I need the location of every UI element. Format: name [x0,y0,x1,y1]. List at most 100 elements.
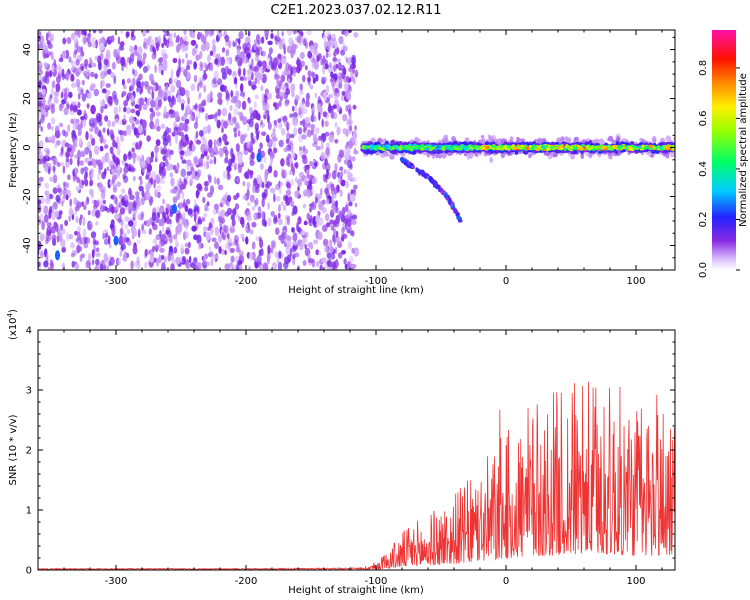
spectrogram-noise-mark [275,183,280,191]
spectrogram-noise-hotspot [113,235,119,246]
spectrogram-noise-mark [340,236,345,242]
spectrogram-noise-mark [95,247,100,253]
spectrogram-noise-mark [291,91,295,98]
spectrogram-noise-mark [167,164,172,169]
spectrogram-noise-mark [136,239,142,244]
spectrogram-noise-mark [254,56,260,62]
spectrogram-noise-mark [111,61,116,70]
spectrogram-noise-mark [253,39,258,45]
spectrogram-noise-mark [212,52,217,58]
spectrogram-noise-mark [214,112,218,118]
spectrogram-noise-mark [136,205,140,210]
spectrogram-noise-mark [54,210,60,219]
spectrogram-noise-mark [71,82,77,88]
spectrogram-noise-mark [295,161,299,169]
spectrogram-noise-mark [305,99,310,108]
spectrogram-noise-mark [193,61,198,70]
spectrogram-noise-mark [90,231,97,239]
spectrogram-noise-mark [203,180,209,187]
spectrogram-noise-mark [267,202,270,210]
spectrogram-noise-mark [260,36,265,44]
spectrogram-noise-mark [305,92,310,102]
spectrogram-noise-mark [212,38,216,46]
spectrogram-noise-mark [269,187,276,194]
spectrogram-echo-halo [564,136,569,142]
spectrogram-noise-mark [295,176,298,183]
spectrogram-noise-mark [99,147,104,152]
spectrogram-noise-mark [286,235,291,242]
spectrogram-noise-mark [124,216,130,222]
spectrogram-noise-mark [328,134,335,143]
spectrogram-noise-mark [244,46,249,55]
spectrogram-echo-halo [665,135,672,142]
spectrogram-noise-mark [237,57,243,67]
spectrogram-noise-mark [197,242,202,250]
spectrogram-echo-halo [389,154,395,159]
spectrogram-noise-mark [205,261,211,267]
spectrogram-noise-mark [204,41,210,51]
spectrogram-noise-mark [324,131,330,137]
spectrogram-noise-mark [222,133,228,142]
spectrogram-noise-mark [113,49,118,58]
spectrogram-noise-mark [335,258,339,268]
spectrogram-noise-mark [221,126,224,134]
spectrogram-noise-mark [76,109,82,116]
spectrogram-noise-mark [225,56,231,65]
spectrogram-noise-mark [74,205,80,212]
spectrogram-noise-mark [342,114,348,122]
spectrogram-noise-mark [94,55,98,61]
spectrogram-noise-mark [326,30,331,37]
spectrogram-noise-mark [330,37,336,43]
spectrogram-noise-mark [183,41,189,46]
spectrogram-noise-mark [273,102,277,108]
spectrogram-noise-mark [261,218,267,227]
spectrogram-noise-mark [187,97,191,105]
spectrogram-noise-mark [128,201,133,211]
spectrogram-noise-mark [226,233,230,240]
spectrogram-noise-mark [100,191,106,200]
spectrogram-noise-mark [124,223,129,230]
spectrogram-noise-mark [244,224,249,231]
spectrogram-noise-mark [274,73,278,80]
spectrogram-noise-mark [82,228,87,237]
spectrogram-noise-mark [41,41,47,50]
spectrogram-noise-mark [246,141,251,149]
spectrogram-noise-mark [193,156,198,163]
spectrogram-noise-mark [139,97,145,106]
spectrogram-noise-mark [271,64,276,71]
spectrogram-noise-mark [204,113,209,121]
spectrogram-noise-mark [132,246,138,255]
spectrogram-noise-mark [210,229,214,236]
spectrogram-noise-mark [128,166,132,172]
spectrogram-noise-mark [191,48,196,57]
spectrogram-noise-mark [233,194,238,201]
spectrogram-noise-mark [39,213,44,219]
spectrogram-noise-mark [206,124,211,134]
spectrogram-noise-mark [50,226,56,234]
spectrogram-noise-mark [208,139,213,149]
spectrogram-noise-mark [301,154,307,160]
spectrogram-noise-mark [82,35,87,45]
spectrogram-noise-mark [246,182,251,189]
spectrogram-noise-mark [65,194,69,201]
spectrogram-noise-mark [303,220,308,226]
spectrogram-noise-mark [123,253,127,258]
spectrogram-noise-mark [341,91,346,96]
spectrogram-noise-mark [322,111,328,118]
spectrogram-noise-mark [129,209,132,215]
spectrogram-noise-mark [286,215,291,226]
spectrogram-noise-mark [350,263,357,269]
spectrogram-noise-mark [40,126,43,132]
spectrogram-noise-mark [52,187,58,195]
spectrogram-noise-mark [330,111,335,119]
spectrogram-noise-mark [140,197,145,206]
spectrogram-noise-mark [91,158,96,164]
spectrogram-noise-mark [220,210,224,216]
spectrogram-noise-mark [283,147,288,153]
spectrogram-noise-mark [236,213,239,219]
spectrogram-noise-mark [211,237,217,243]
spectrogram-noise-mark [294,94,300,102]
spectrogram-noise-mark [107,119,112,128]
spectrogram-noise-mark [238,30,244,40]
spectrogram-noise-mark [311,71,315,79]
